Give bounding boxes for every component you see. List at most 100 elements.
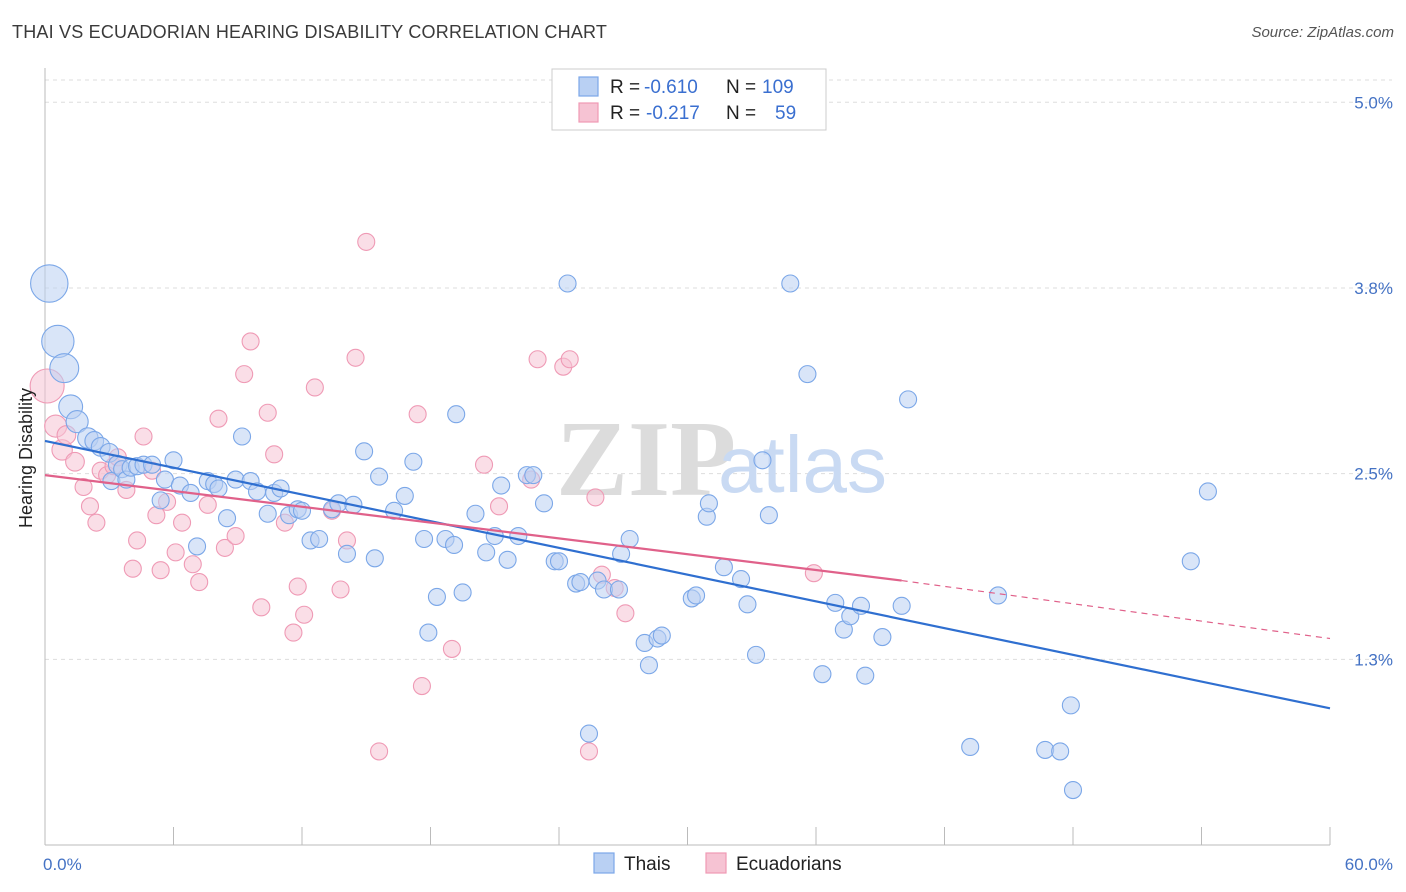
thai-point <box>639 656 659 675</box>
ecuadorian-point <box>209 409 228 428</box>
y-tick-label: 1.3% <box>1354 650 1393 669</box>
ecuadorian-point <box>241 332 260 351</box>
ecuadorian-point <box>215 538 234 557</box>
thai-point <box>731 570 751 589</box>
stats-n-value-thais: 109 <box>762 77 794 98</box>
thai-point <box>65 410 89 434</box>
x-tick-labels: 0.0% 60.0% <box>43 855 1393 874</box>
thai-point <box>492 476 511 495</box>
thai-point <box>498 550 517 569</box>
ecuadorian-point <box>252 598 271 617</box>
thai-point <box>1061 696 1080 715</box>
thai-point <box>188 537 207 556</box>
thai-point <box>365 549 384 568</box>
stats-r-label-thais: R = <box>610 77 640 98</box>
ecuadorian-point <box>134 427 153 446</box>
ecuadorian-point <box>288 577 307 596</box>
stats-r-value-ecuadorians: -0.217 <box>646 103 700 124</box>
thai-point <box>477 543 496 562</box>
ecuadorian-point <box>442 639 461 658</box>
ecuadorian-point <box>198 495 217 514</box>
ecuadorian-point <box>528 350 547 369</box>
thai-point <box>453 583 472 602</box>
ecuadorian-point <box>412 677 431 696</box>
thai-point <box>798 365 817 384</box>
ecuadorians-trend-extension <box>901 579 1331 640</box>
ecuadorian-point <box>305 378 324 397</box>
thai-point <box>746 645 766 664</box>
thai-point <box>856 666 875 685</box>
legend: Thais Ecuadorians <box>593 852 842 875</box>
thai-point <box>753 451 772 470</box>
thai-point <box>1051 742 1070 761</box>
ecuadorian-point <box>128 531 147 550</box>
x-tick-label-min: 0.0% <box>43 855 82 874</box>
thai-point <box>873 627 892 647</box>
ecuadorian-point <box>74 477 93 497</box>
ecuadorian-point <box>173 513 192 532</box>
thai-point <box>355 442 374 461</box>
thai-point <box>30 264 69 303</box>
chart-title: THAI VS ECUADORIAN HEARING DISABILITY CO… <box>12 22 608 42</box>
ecuadorian-point <box>489 497 509 516</box>
thais-points <box>30 264 1217 800</box>
thai-point <box>447 405 466 424</box>
thai-point <box>445 535 464 554</box>
ecuadorian-point <box>357 232 376 251</box>
thai-point <box>714 558 733 577</box>
thai-point <box>1063 780 1083 800</box>
trend-lines <box>44 439 1331 710</box>
ecuadorian-point <box>408 405 427 424</box>
thai-point <box>404 452 423 471</box>
legend-swatch-ecuadorians <box>705 852 727 874</box>
stats-n-value-ecuadorians: 59 <box>775 103 796 124</box>
thai-point <box>687 586 706 605</box>
ecuadorian-point <box>560 350 579 369</box>
thai-point <box>509 526 528 546</box>
thai-point <box>209 479 228 498</box>
thai-point <box>1181 552 1200 571</box>
thais-trend-line <box>44 439 1331 710</box>
ecuadorian-point <box>258 403 277 422</box>
thai-point <box>217 509 237 528</box>
ecuadorian-point <box>331 580 350 599</box>
y-tick-label: 5.0% <box>1354 93 1393 112</box>
ecuadorian-point <box>804 564 823 583</box>
thai-point <box>151 491 170 510</box>
thai-point <box>415 529 434 549</box>
thai-point <box>549 552 569 571</box>
stats-n-label-thais: N = <box>726 77 756 98</box>
thai-point <box>892 596 911 615</box>
ecuadorian-point <box>123 559 142 578</box>
thai-point <box>41 324 75 359</box>
thai-point <box>337 544 357 563</box>
thai-point <box>370 467 389 486</box>
zipatlas-watermark: ZIP atlas <box>556 400 887 519</box>
x-tick-label-max: 60.0% <box>1345 855 1393 874</box>
thai-point <box>310 529 329 549</box>
thai-point <box>292 501 312 520</box>
ecuadorian-point <box>151 561 170 580</box>
thai-point <box>395 486 414 505</box>
thai-point <box>813 665 832 684</box>
thai-point <box>558 274 577 293</box>
ecuadorian-point <box>616 604 635 623</box>
thai-point <box>609 580 629 599</box>
ecuadorian-point <box>166 543 185 562</box>
ecuadorian-point <box>183 555 202 574</box>
ecuadorian-point <box>265 445 284 464</box>
ecuadorians-trend-line <box>44 474 902 582</box>
thai-point <box>427 587 446 606</box>
ecuadorian-point <box>226 526 245 546</box>
thai-point <box>419 623 438 642</box>
thai-point <box>258 504 277 523</box>
thai-point <box>899 390 918 409</box>
thai-point <box>826 593 845 612</box>
ecuadorian-point <box>80 497 100 516</box>
stats-n-label-ecuadorians: N = <box>726 103 756 124</box>
ecuadorian-point <box>190 573 209 592</box>
thai-point <box>49 353 80 384</box>
y-axis-label: Hearing Disability <box>16 388 36 528</box>
ecuadorian-point <box>346 348 365 367</box>
